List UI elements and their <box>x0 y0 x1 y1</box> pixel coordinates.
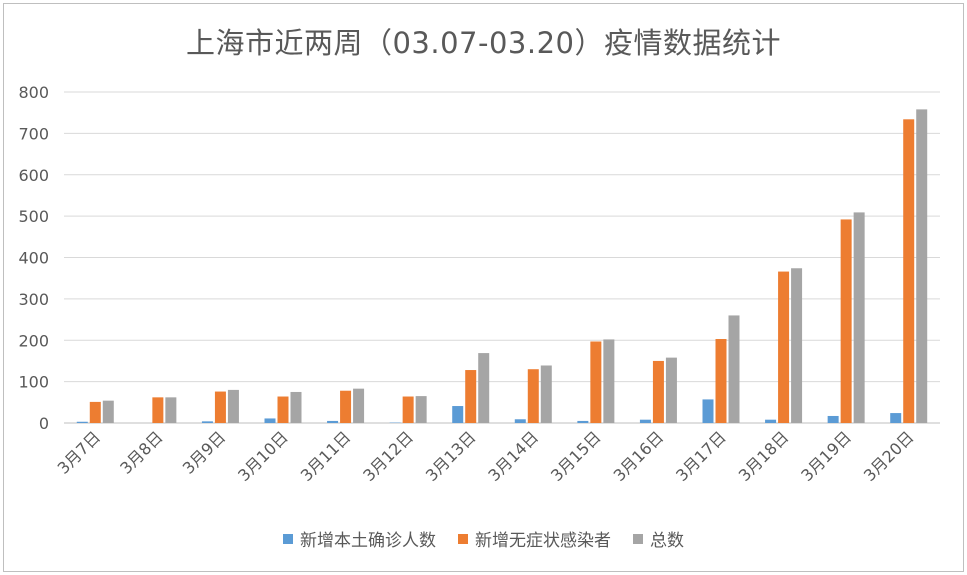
bar <box>277 396 289 423</box>
bar <box>327 420 339 423</box>
bar <box>903 119 915 424</box>
bar <box>415 396 427 423</box>
bar <box>916 109 928 423</box>
bar <box>527 369 539 423</box>
bar <box>214 391 226 423</box>
legend-label-total: 总数 <box>650 531 684 551</box>
bar <box>652 360 664 423</box>
legend-label-asymptomatic: 新增无症状感染者 <box>475 531 611 551</box>
bar <box>890 413 902 423</box>
y-tick-label: 700 <box>18 124 49 143</box>
chart-frame <box>3 3 964 572</box>
x-tick-label: 3月7日 <box>54 427 104 477</box>
bar <box>152 397 164 423</box>
y-tick-label: 200 <box>18 331 49 350</box>
bar <box>715 339 727 423</box>
bar <box>540 365 552 423</box>
x-tick-label: 3月16日 <box>610 427 668 485</box>
bar <box>102 400 114 423</box>
bar <box>514 419 526 423</box>
bar <box>264 418 276 423</box>
x-tick-label: 3月20日 <box>860 427 918 485</box>
bar <box>577 420 589 423</box>
y-tick-label: 300 <box>18 290 49 309</box>
y-tick-label: 0 <box>39 414 49 433</box>
legend-item-asymptomatic: 新增无症状感染者 <box>458 526 611 551</box>
bar <box>590 341 602 423</box>
x-tick-label: 3月9日 <box>179 427 229 477</box>
bar <box>765 419 777 423</box>
y-tick-label: 500 <box>18 207 49 226</box>
bar <box>227 389 239 423</box>
bar <box>402 396 414 423</box>
bar <box>201 421 213 423</box>
bar <box>778 271 790 423</box>
chart-title: 上海市近两周（03.07-03.20）疫情数据统计 <box>185 26 781 60</box>
legend-label-confirmed: 新增本土确诊人数 <box>300 531 436 551</box>
bar <box>340 390 352 423</box>
y-tick-label: 600 <box>18 166 49 185</box>
legend-swatch-total <box>633 533 643 544</box>
legend-item-confirmed: 新增本土确诊人数 <box>283 526 436 551</box>
legend-swatch-confirmed <box>283 533 293 544</box>
bar <box>478 353 490 423</box>
x-tick-label: 3月15日 <box>547 427 605 485</box>
legend: 新增本土确诊人数 新增无症状感染者 总数 <box>0 526 967 551</box>
bar <box>89 401 101 423</box>
y-tick-label: 100 <box>18 373 49 392</box>
x-tick-label: 3月19日 <box>797 427 855 485</box>
bar <box>639 419 651 423</box>
y-tick-label: 800 <box>18 83 49 102</box>
y-tick-label: 400 <box>18 249 49 268</box>
bar <box>665 357 677 423</box>
x-tick-label: 3月14日 <box>484 427 542 485</box>
x-tick-label: 3月12日 <box>359 427 417 485</box>
bar <box>728 315 740 423</box>
bar <box>165 397 177 423</box>
x-tick-label: 3月8日 <box>116 427 166 477</box>
bar <box>452 406 464 423</box>
bar <box>702 399 714 423</box>
legend-swatch-asymptomatic <box>458 533 468 544</box>
bar <box>290 391 302 423</box>
legend-item-total: 总数 <box>633 526 684 551</box>
bar <box>76 421 88 423</box>
x-tick-label: 3月10日 <box>234 427 292 485</box>
x-tick-label: 3月17日 <box>672 427 730 485</box>
bar <box>603 339 615 423</box>
bar <box>853 212 865 423</box>
bar <box>827 415 839 423</box>
bar <box>791 268 803 423</box>
x-tick-label: 3月18日 <box>735 427 793 485</box>
x-tick-label: 3月13日 <box>422 427 480 485</box>
bar <box>840 219 852 423</box>
bar <box>465 370 477 423</box>
bar <box>353 388 365 423</box>
x-tick-label: 3月11日 <box>297 427 355 485</box>
